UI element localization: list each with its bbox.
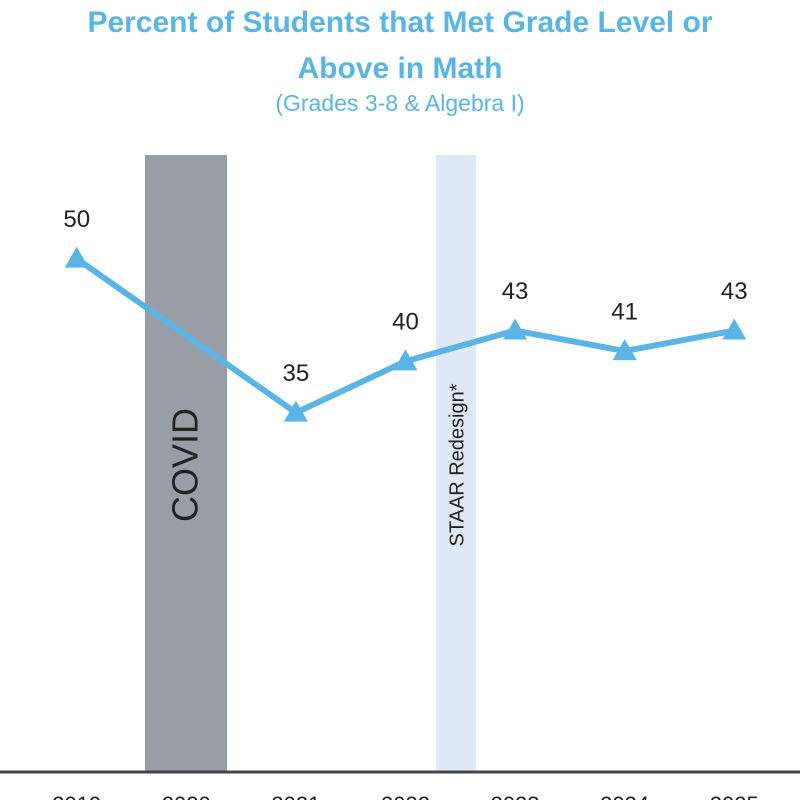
chart-subtitle: (Grades 3-8 & Algebra I): [275, 90, 525, 116]
x-tick-label: 2024: [600, 792, 649, 800]
data-label: 50: [63, 206, 90, 233]
data-label: 40: [392, 309, 419, 336]
marker: [503, 318, 528, 340]
x-tick-label: 2025: [710, 792, 759, 800]
x-tick-label: 2023: [491, 792, 540, 800]
data-label: 43: [502, 278, 529, 305]
marker: [612, 339, 637, 361]
covid-label: COVID: [165, 408, 206, 522]
redesign-band: [436, 155, 476, 772]
redesign-label: STAAR Redesign*: [446, 383, 468, 546]
marker: [393, 349, 418, 371]
data-line: [74, 256, 735, 416]
x-tick-label: 2021: [271, 792, 320, 800]
data-label: 43: [721, 278, 748, 305]
x-tick-label: 2019: [52, 792, 101, 800]
covid-band: [145, 155, 227, 772]
x-tick-label: 2022: [381, 792, 430, 800]
data-label: 41: [611, 298, 638, 325]
chart-title: Percent of Students that Met Grade Level…: [87, 6, 713, 85]
marker: [722, 318, 747, 340]
data-label: 35: [283, 360, 310, 387]
marker: [283, 400, 308, 422]
marker: [64, 246, 89, 268]
x-tick-label: 2020: [162, 792, 211, 800]
